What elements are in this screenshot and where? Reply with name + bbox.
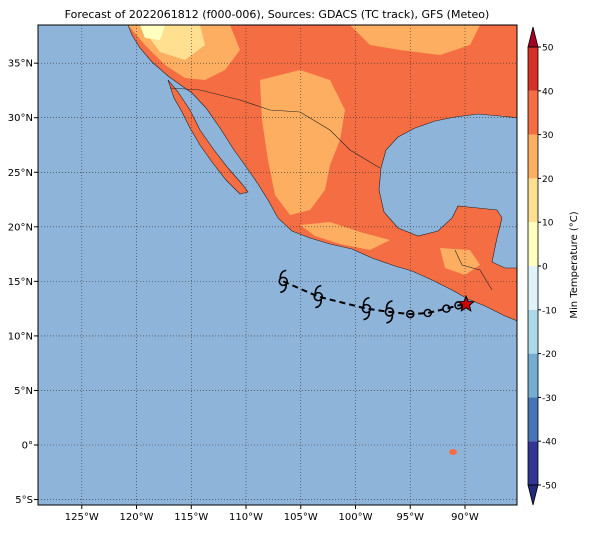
x-tick-label: 95°W: [396, 512, 424, 523]
cyclone-marker: [361, 296, 372, 321]
colorbar-tick-label: -40: [542, 438, 557, 448]
y-tick-label: 35°N: [8, 59, 33, 70]
cyclone-marker: [313, 284, 324, 309]
colorbar: -50 -40 -30 -20 -10 0 10 20 30 40 50: [527, 26, 557, 506]
y-tick-label: 0°: [22, 441, 33, 452]
colorbar-bin: [528, 309, 538, 354]
track-point: [406, 309, 415, 319]
colorbar-tick-label: 0: [542, 263, 548, 273]
x-tick-label: 105°W: [284, 512, 318, 523]
map-title: Forecast of 2022061812 (f000-006), Sourc…: [65, 8, 490, 21]
land-patch: [140, 25, 165, 40]
island: [449, 449, 457, 455]
colorbar-tick-label: -30: [542, 394, 557, 404]
land-patch: [350, 25, 480, 55]
colorbar-bin: [528, 266, 538, 310]
x-tick-label: 100°W: [339, 512, 373, 523]
x-tick-label: 110°W: [229, 512, 263, 523]
colorbar-bin: [528, 90, 538, 135]
colorbar-tick-label: -50: [542, 482, 557, 492]
land-patch: [440, 248, 480, 275]
colorbar-tick-label: 10: [542, 219, 554, 229]
track-point: [423, 308, 433, 318]
colorbar-over: [527, 26, 539, 48]
y-tick-label: 10°N: [8, 331, 33, 342]
land-patch: [300, 222, 390, 250]
land-patch: [260, 70, 345, 215]
colorbar-bin: [528, 353, 538, 398]
y-tick-label: 5°N: [14, 386, 33, 397]
colorbar-bin: [528, 441, 538, 485]
colorbar-tick-label: 30: [542, 131, 554, 141]
colorbar-tick-label: -20: [542, 350, 557, 360]
x-tick-label: 115°W: [174, 512, 208, 523]
colorbar-under: [527, 484, 539, 506]
colorbar-tick-label: 50: [542, 44, 554, 54]
y-tick-label: 20°N: [8, 222, 33, 233]
x-tick-label: 90°W: [451, 512, 479, 523]
current-position: [457, 294, 475, 312]
y-tick-label: 30°N: [8, 113, 33, 124]
colorbar-tick-label: 40: [542, 87, 554, 97]
map-area: [38, 25, 517, 505]
colorbar-tick-label: -10: [542, 306, 557, 316]
x-tick-label: 125°W: [65, 512, 99, 523]
colorbar-bin: [528, 178, 538, 223]
axes: 125°W 120°W 115°W 110°W 105°W 100°W 95°W 90°W 5°…: [8, 59, 479, 523]
y-tick-label: 5°S: [15, 495, 33, 506]
colorbar-tick-label: 20: [542, 175, 554, 185]
border: [169, 87, 493, 291]
track-point: [442, 304, 451, 313]
colorbar-bin: [528, 47, 538, 91]
grid: [38, 25, 517, 505]
colorbar-label: Min Temperature (°C): [569, 211, 580, 318]
cyclone-marker: [278, 269, 289, 294]
y-tick-label: 15°N: [8, 277, 33, 288]
track: [278, 269, 475, 324]
colorbar-bin: [528, 397, 538, 442]
map-frame: [37, 24, 518, 506]
colorbar-bin: [528, 134, 538, 179]
land: [167, 79, 249, 195]
x-tick-label: 120°W: [120, 512, 154, 523]
y-tick-label: 25°N: [8, 168, 33, 179]
cyclone-marker: [384, 300, 395, 324]
track-line: [282, 280, 467, 316]
colorbar-bin: [528, 222, 538, 266]
